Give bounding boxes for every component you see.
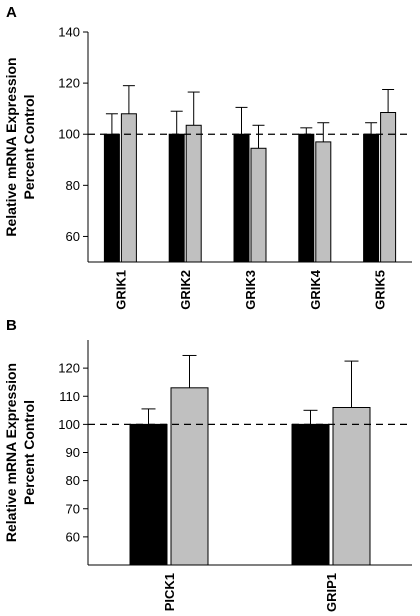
p1-bar-grik4-s2: [315, 141, 332, 263]
panel-b: B 60 70 80 90 100 110 120 Relative mRNA Express…: [3, 317, 412, 612]
p1-y-tick-label: 140: [58, 25, 80, 40]
p2-y-axis-label: Relative mRNA Expression: [3, 363, 19, 542]
p1-bar-grik4-s1: [298, 133, 315, 263]
p1-bar-grik2-s2: [185, 124, 202, 263]
p2-y-axis-label-2: Percent Control: [21, 400, 37, 505]
p2-y-tick-label: 110: [59, 389, 80, 404]
p1-category-label-grik3: GRIK3: [243, 270, 258, 310]
panel-label-a: A: [6, 4, 17, 21]
p1-bar-grik2-s1: [168, 133, 185, 263]
p1-bar-grik1-s2: [120, 113, 137, 263]
p2-category-label-pick1: PICK1: [162, 573, 177, 611]
p1-y-tick-label: 60: [66, 229, 80, 244]
p1-bar-grik1-s1: [103, 133, 120, 263]
p1-category-label-grik5: GRIK5: [373, 270, 388, 310]
p1-bar-grik3-s1: [233, 133, 250, 263]
panel-label-b: B: [6, 317, 17, 334]
p2-y-tick-label: 80: [66, 473, 80, 488]
p1-category-label-grik1: GRIK1: [113, 270, 128, 310]
p1-category-label-grik4: GRIK4: [308, 269, 323, 310]
p2-bar-grip1-s1: [291, 423, 330, 566]
p1-category-label-grik2: GRIK2: [178, 270, 193, 310]
p2-y-tick-label: 100: [58, 417, 80, 432]
p2-category-label-grip1: GRIP1: [324, 573, 339, 612]
p2-bar-grip1-s2: [332, 407, 371, 566]
p2-y-tick-label: 120: [58, 361, 80, 376]
p2-y-tick-label: 60: [66, 529, 80, 544]
p2-bar-pick1-s1: [129, 423, 168, 566]
p1-y-tick-label: 100: [58, 127, 80, 142]
p2-bar-pick1-s2: [170, 387, 209, 566]
panel-a: A 60 80 100 120 140 Relative mRNA Expression P…: [3, 4, 412, 310]
p2-y-tick-label: 90: [66, 445, 80, 460]
p1-y-axis-label-2: Percent Control: [21, 94, 37, 199]
p1-y-tick-label: 80: [66, 178, 80, 193]
p2-y-tick-label: 70: [66, 501, 80, 516]
p1-bar-grik3-s2: [250, 147, 267, 263]
p1-bar-grik5-s2: [380, 112, 397, 263]
p1-bar-grik5-s1: [363, 133, 380, 263]
p1-y-axis-label: Relative mRNA Expression: [3, 57, 19, 236]
p1-y-tick-label: 120: [58, 76, 80, 91]
